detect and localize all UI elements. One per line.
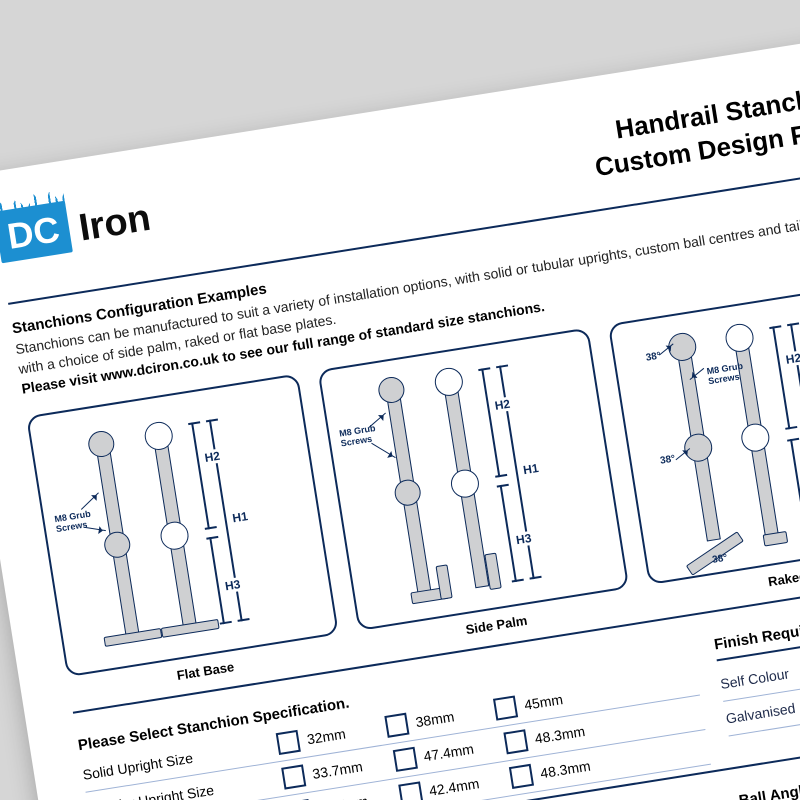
viewport: DC Iron Handrail Stanchion Custom Design…	[0, 0, 800, 800]
dim-h2: H2	[202, 449, 223, 466]
grub-screw-note: M8 Grub Screws	[54, 510, 93, 534]
dim-h1-b: H1	[520, 461, 541, 478]
example-flat-base: H1 H2 H3 M8 Grub Screws Flat Base	[26, 374, 342, 700]
dim-h3-b: H3	[513, 531, 534, 548]
page-title: Handrail Stanchion Custom Design Form	[587, 77, 800, 185]
checkbox[interactable]	[281, 765, 306, 790]
form-sheet: DC Iron Handrail Stanchion Custom Design…	[0, 30, 800, 800]
checkbox[interactable]	[392, 747, 417, 772]
logo-dc-mark: DC	[0, 201, 73, 264]
angle-base: 38°	[712, 553, 729, 566]
dim-h2-c: H2	[783, 350, 800, 367]
checkbox[interactable]	[504, 729, 529, 754]
logo: DC Iron	[0, 188, 154, 263]
example-raked-figure: 38° 38° 38° H1 H2 H3 M8 Grub Screws	[608, 281, 800, 585]
angle-mid: 38°	[659, 454, 676, 467]
example-side-palm: H1 H2 H3 M8 Grub Screws Side Palm	[317, 328, 633, 654]
dim-h3: H3	[222, 577, 243, 594]
checkbox[interactable]	[276, 730, 301, 755]
checkbox[interactable]	[493, 696, 518, 721]
grub-screw-note-c: M8 Grub Screws	[706, 362, 745, 386]
example-flat-base-figure: H1 H2 H3 M8 Grub Screws	[26, 374, 339, 678]
checkbox[interactable]	[384, 713, 409, 738]
checkbox[interactable]	[398, 782, 423, 800]
checkbox[interactable]	[509, 764, 534, 789]
example-raked: 38° 38° 38° H1 H2 H3 M8 Grub Screws Rake…	[608, 281, 800, 607]
dim-h1: H1	[229, 509, 250, 526]
example-side-palm-figure: H1 H2 H3 M8 Grub Screws	[317, 328, 630, 632]
dim-h2-b: H2	[492, 397, 513, 414]
angle-top: 38°	[645, 351, 662, 364]
logo-iron-text: Iron	[76, 197, 154, 251]
grub-screw-note-b: M8 Grub Screws	[339, 424, 378, 448]
